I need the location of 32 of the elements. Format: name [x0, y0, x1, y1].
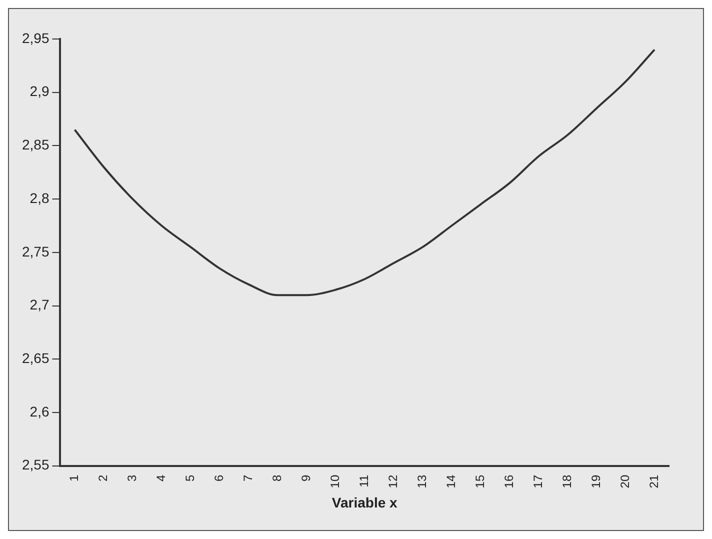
x-tick-label: 14: [444, 474, 458, 488]
y-tick-label: 2,75: [22, 243, 50, 260]
y-tick-label: 2,8: [30, 190, 50, 206]
y-tick-label: 2,6: [30, 403, 50, 420]
x-tick-label: 11: [356, 474, 371, 488]
x-tick-label: 10: [328, 474, 342, 488]
x-tick-label: 6: [212, 474, 226, 482]
x-tick-label: 7: [240, 474, 255, 482]
x-tick-label: 20: [618, 474, 632, 488]
x-tick-label: 8: [270, 474, 284, 482]
x-tick-label: 12: [386, 474, 400, 488]
y-tick-label: 2,7: [30, 296, 50, 313]
x-tick-label: 17: [530, 474, 545, 488]
y-tick-label: 2,85: [22, 136, 50, 153]
x-tick-label: 15: [472, 474, 487, 488]
x-tick-label: 13: [414, 474, 429, 488]
line-series: [74, 48, 656, 296]
x-tick-label: 4: [154, 474, 168, 482]
y-tick-label: 2,65: [22, 350, 50, 366]
x-tick-label: 18: [560, 474, 574, 488]
x-tick-label: 19: [588, 474, 603, 488]
x-tick-label: 5: [183, 474, 198, 482]
x-tick-label: 1: [67, 474, 82, 482]
x-tick-label: 9: [298, 474, 313, 482]
x-tick-label: 21: [646, 474, 661, 488]
y-tick-label: 2,95: [22, 30, 50, 46]
x-tick-label: 2: [96, 474, 110, 482]
x-axis-title: Variable x: [332, 494, 398, 510]
x-tick-label: 3: [125, 474, 140, 482]
y-tick-label: 2,55: [22, 456, 50, 473]
y-tick-label: 2,9: [30, 83, 50, 100]
x-tick-label: 16: [502, 474, 516, 488]
